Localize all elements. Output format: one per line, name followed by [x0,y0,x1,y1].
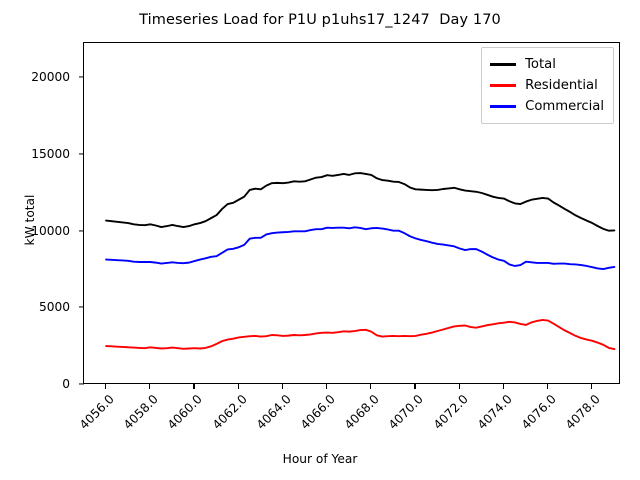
y-tick-label: 10000 [31,223,70,238]
x-tick-label: 4064.0 [253,392,294,433]
chart-legend: Total Residential Commercial [481,47,614,124]
chart-title: Timeseries Load for P1U p1uhs17_1247 Day… [139,12,501,28]
legend-label: Total [525,57,556,72]
legend-swatch-icon [490,105,517,108]
x-tick-mark [502,384,504,389]
x-tick-mark [414,384,416,389]
x-tick-label: 4074.0 [474,392,515,433]
legend-item-residential: Residential [490,75,604,96]
plot-area [83,42,620,384]
x-tick-label: 4070.0 [386,392,427,433]
y-tick-label: 15000 [31,146,70,161]
y-tick-label: 20000 [31,70,70,85]
series-line-total [105,172,616,232]
legend-item-commercial: Commercial [490,96,604,117]
y-tick-mark [79,383,84,385]
x-tick-label: 4068.0 [342,392,383,433]
x-tick-mark [193,384,195,389]
y-tick-mark [79,306,84,308]
legend-label: Residential [525,78,598,93]
y-tick-label: 0 [62,377,70,391]
x-tick-mark [237,384,239,389]
y-tick-mark [79,153,84,155]
y-tick-label: 5000 [38,300,70,315]
y-axis-tick-labels: 0 5000 10000 15000 20000 [0,42,76,391]
legend-item-total: Total [490,54,604,75]
series-line-commercial [105,226,616,271]
y-tick-mark [79,230,84,232]
series-line-residential [105,319,616,351]
series-lines [105,172,616,351]
legend-swatch-icon [490,84,517,87]
x-tick-mark [281,384,283,389]
y-tick-mark [79,76,84,78]
x-tick-label: 4062.0 [209,392,250,433]
x-axis-label: Hour of Year [282,452,358,466]
x-tick-mark [547,384,549,389]
x-tick-mark [370,384,372,389]
x-tick-mark [591,384,593,389]
x-tick-mark [149,384,151,389]
legend-label: Commercial [525,99,604,114]
x-tick-mark [105,384,107,389]
x-tick-label: 4066.0 [297,392,338,433]
x-tick-mark [326,384,328,389]
x-tick-label: 4078.0 [563,392,604,433]
x-tick-mark [458,384,460,389]
x-tick-label: 4072.0 [430,392,471,433]
y-axis-label: kW total [23,194,37,246]
x-tick-label: 4076.0 [518,392,559,433]
x-tick-label: 4056.0 [76,392,117,433]
legend-swatch-icon [490,63,517,66]
x-tick-label: 4060.0 [165,392,206,433]
x-tick-label: 4058.0 [121,392,162,433]
